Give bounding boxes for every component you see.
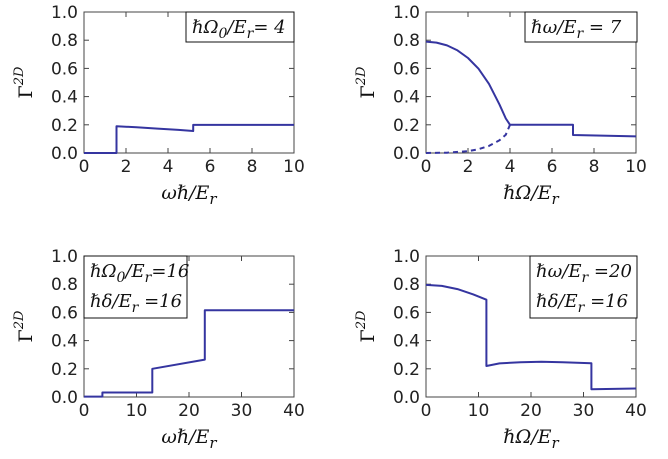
x-axis-label: ℏΩ/Er [503, 426, 559, 452]
series-line [425, 283, 637, 391]
y-tick-label: 0.8 [393, 31, 420, 51]
annotation-text: ℏω/Er = 7 [531, 17, 622, 42]
panel-bottom-right: 0.0 0.2 0.4 0.6 0.8 1.0 0 10 20 30 40 ℏΩ/Er Γ2D ℏω/Er… [354, 247, 647, 452]
x-tick-label: 4 [163, 157, 174, 177]
y-tick-label: 0.8 [393, 275, 420, 295]
y-tick-label: 0.0 [51, 144, 78, 164]
y-tick-label: 0.6 [393, 303, 420, 323]
panel-bottom-left: 0.0 0.2 0.4 0.6 0.8 1.0 0 10 20 30 40 ωℏ/Er Γ2D ℏΩ0/E… [12, 247, 305, 452]
x-tick-label: 20 [178, 401, 200, 421]
y-tick-label: 0.8 [51, 31, 78, 51]
y-tick-label: 0.2 [51, 116, 78, 136]
x-axis-label: ωℏ/Er [161, 182, 217, 208]
x-tick-label: 2 [121, 157, 132, 177]
y-tick-label: 1.0 [51, 247, 78, 267]
y-tick-label: 0.2 [51, 360, 78, 380]
x-tick-label: 8 [589, 157, 600, 177]
series-line [84, 309, 294, 398]
y-tick-label: 0.8 [51, 275, 78, 295]
x-tick-label: 30 [231, 401, 253, 421]
y-tick-label: 0.6 [393, 59, 420, 79]
annotation-box [529, 255, 638, 319]
y-tick-label: 1.0 [51, 3, 78, 23]
x-tick-label: 0 [79, 157, 90, 177]
x-axis-label: ωℏ/Er [161, 426, 217, 452]
panel-top-left: 0.0 0.2 0.4 0.6 0.8 1.0 0 2 4 6 8 10 ωℏ/Er Γ2D ℏΩ0/Er=… [12, 3, 305, 208]
x-tick-label: 10 [283, 157, 305, 177]
y-tick-label: 0.6 [51, 303, 78, 323]
x-tick-label: 30 [573, 401, 595, 421]
panel-top-right: 0.0 0.2 0.4 0.6 0.8 1.0 0 2 4 6 8 10 ℏΩ/Er Γ2D ℏω/Er =… [354, 3, 647, 208]
y-tick-label: 0.2 [393, 116, 420, 136]
y-tick-label: 0.4 [393, 88, 420, 108]
y-tick-label: 0.0 [393, 144, 420, 164]
x-tick-label: 2 [463, 157, 474, 177]
x-tick-label: 8 [247, 157, 258, 177]
x-tick-label: 20 [520, 401, 542, 421]
series-line [84, 123, 294, 154]
annotation-text: ℏδ/Er =16 [536, 291, 628, 316]
y-tick-label: 0.2 [393, 360, 420, 380]
x-tick-label: 4 [505, 157, 516, 177]
x-tick-label: 0 [421, 157, 432, 177]
y-tick-label: 0.4 [51, 332, 78, 352]
y-tick-label: 0.0 [393, 388, 420, 408]
x-tick-label: 10 [625, 157, 647, 177]
y-tick-label: 1.0 [393, 3, 420, 23]
y-axis-label: Γ2D [12, 310, 37, 342]
x-tick-label: 10 [468, 401, 490, 421]
annotation-text: ℏΩ0/Er=16 [90, 261, 189, 286]
series-line [425, 40, 637, 138]
annotation-box [524, 11, 638, 43]
annotation-text: ℏω/Er =20 [536, 261, 632, 286]
x-tick-label: 40 [625, 401, 647, 421]
y-axis-label: Γ2D [12, 66, 37, 98]
annotation-text: ℏδ/Er =16 [90, 291, 182, 316]
x-tick-label: 10 [126, 401, 148, 421]
annotation-text: ℏΩ0/Er= 4 [192, 17, 286, 42]
y-tick-label: 0.4 [51, 88, 78, 108]
y-axis-label: Γ2D [354, 310, 379, 342]
x-tick-label: 0 [421, 401, 432, 421]
y-tick-label: 1.0 [393, 247, 420, 267]
x-tick-label: 6 [205, 157, 216, 177]
x-axis-label: ℏΩ/Er [503, 182, 559, 208]
y-tick-label: 0.6 [51, 59, 78, 79]
x-tick-label: 6 [547, 157, 558, 177]
x-tick-label: 40 [283, 401, 305, 421]
x-tick-label: 0 [79, 401, 90, 421]
annotation-box [185, 11, 295, 43]
series-line-dashed [425, 124, 511, 154]
y-tick-label: 0.0 [51, 388, 78, 408]
y-tick-label: 0.4 [393, 332, 420, 352]
annotation-box [83, 255, 188, 319]
y-axis-label: Γ2D [354, 66, 379, 98]
